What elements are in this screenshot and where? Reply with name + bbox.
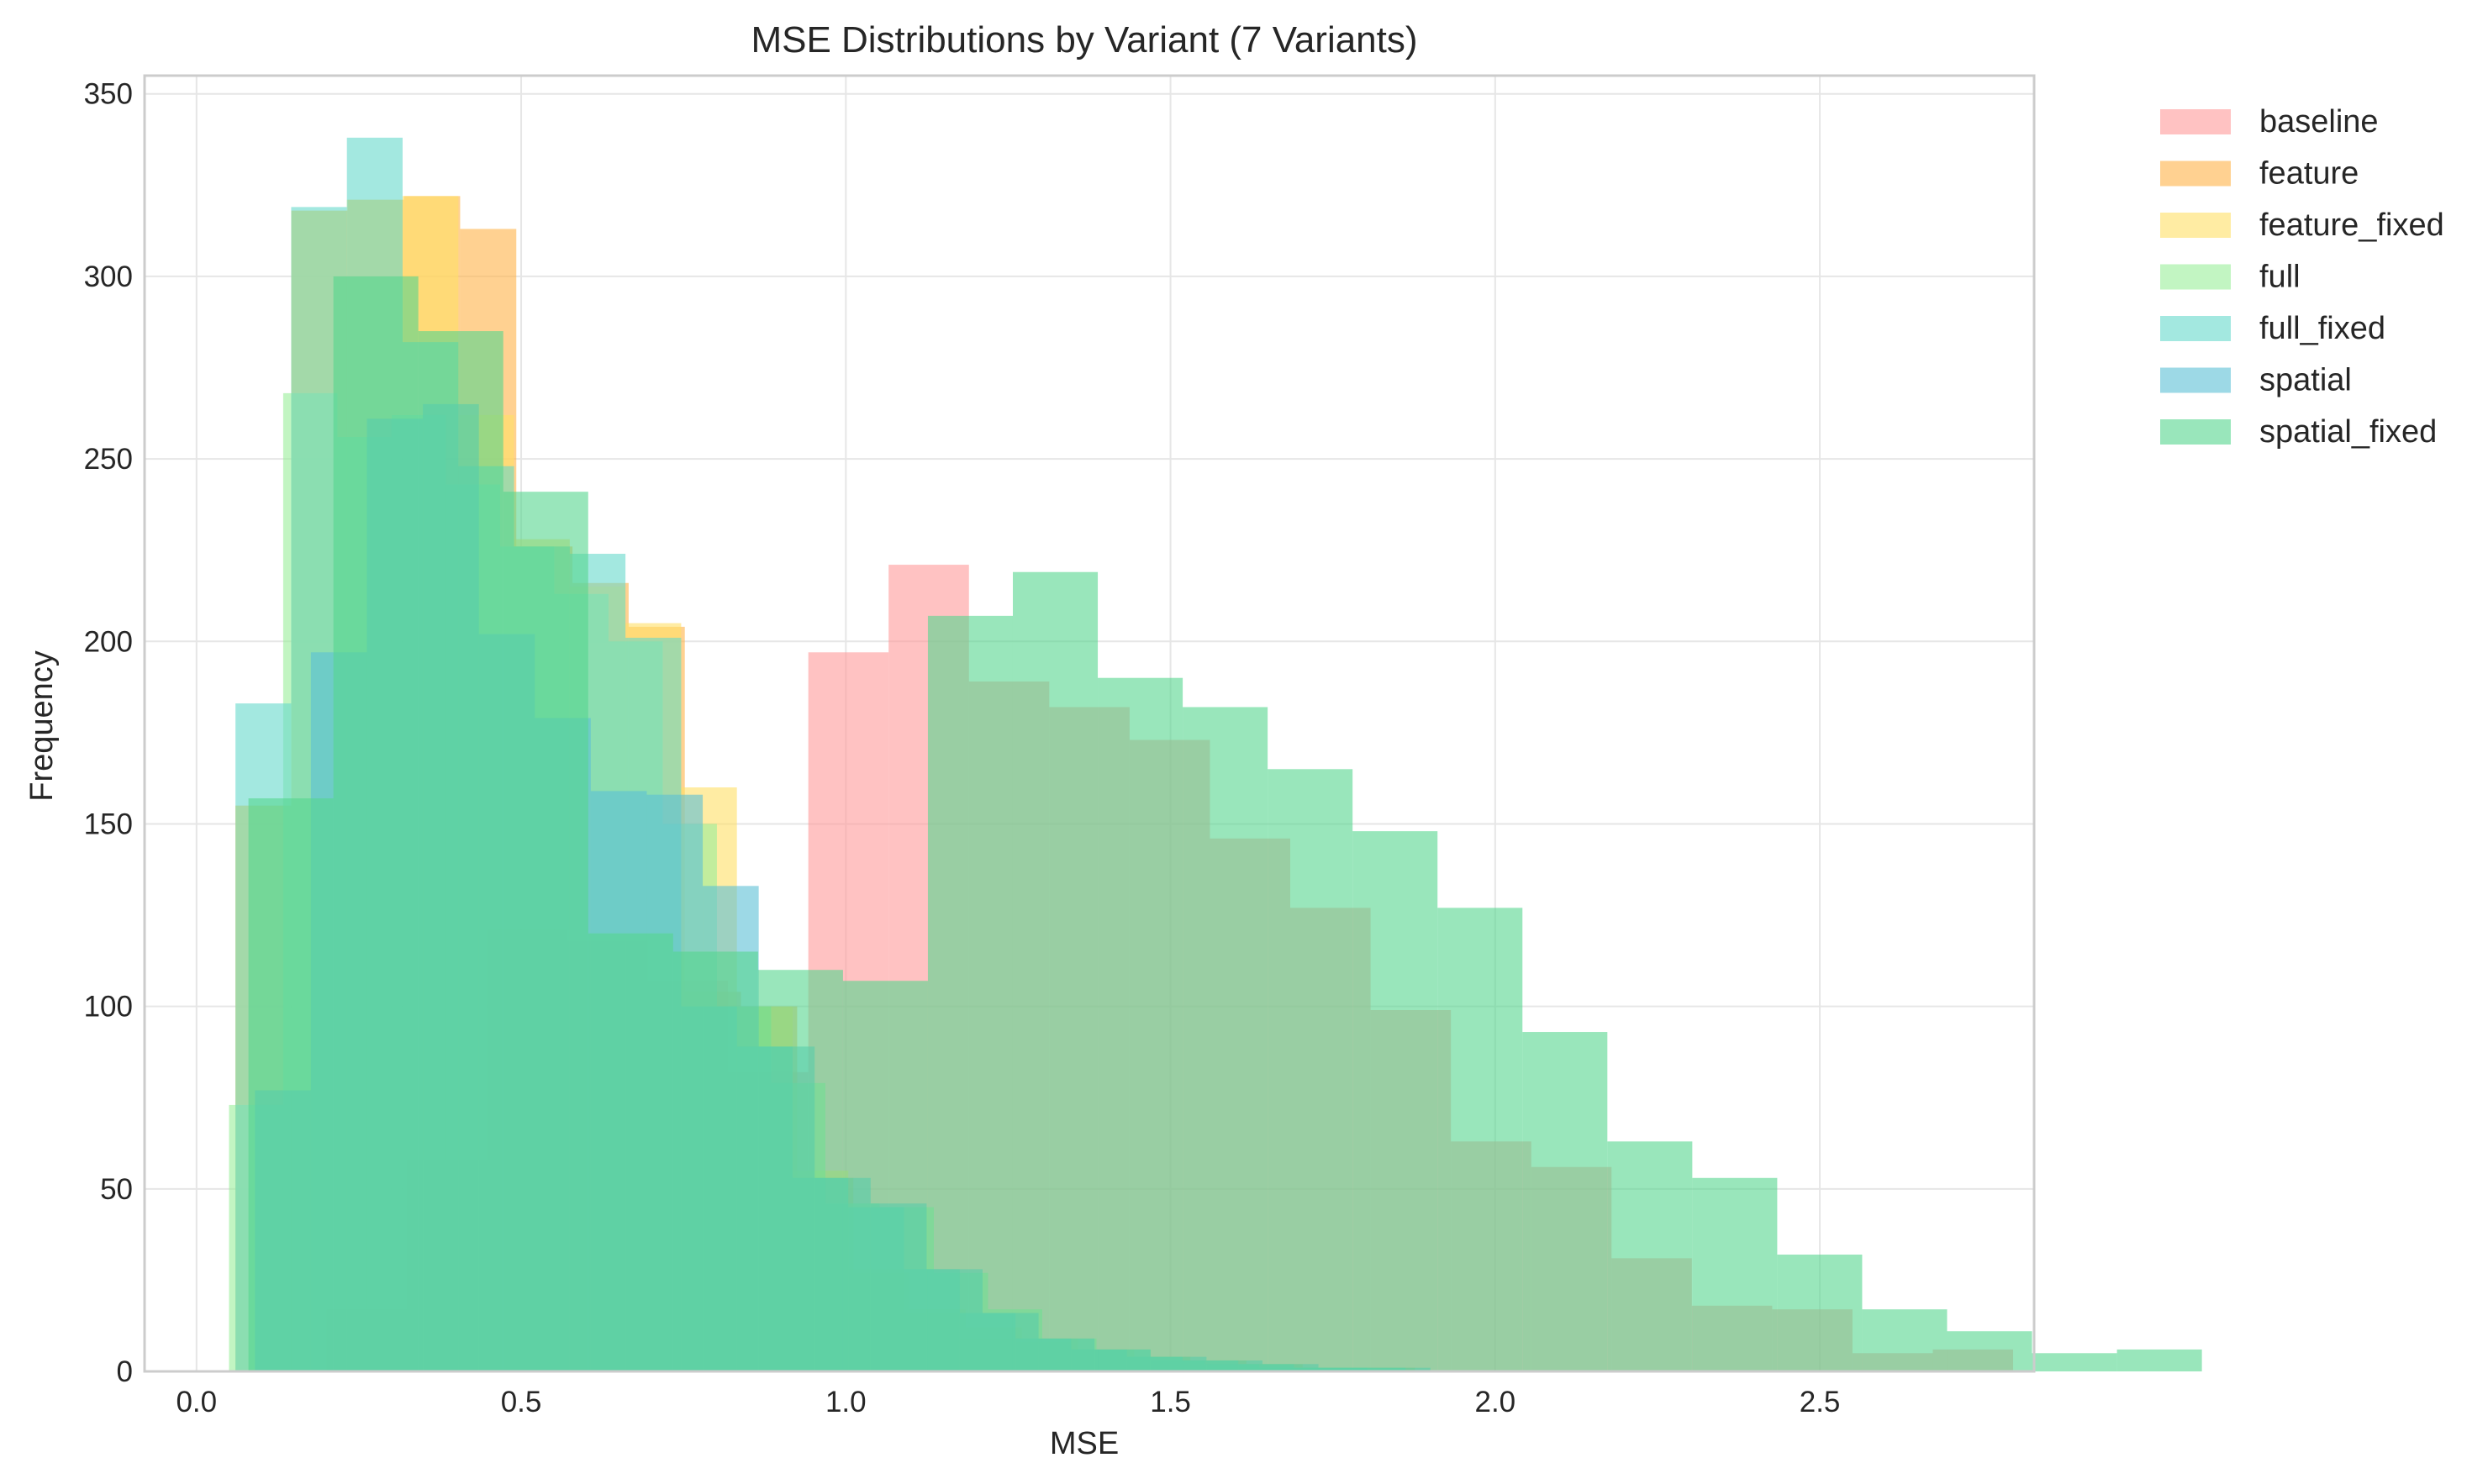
histogram-bar-spatial_fixed: [1098, 677, 1183, 1371]
x-axis-ticks: 0.0 0.5 1.0 1.5 2.0 2.5: [176, 1386, 1840, 1418]
histogram-bar-spatial_fixed: [927, 615, 1013, 1371]
legend-item-baseline: baseline: [2160, 104, 2379, 139]
histogram-bar-spatial_fixed: [1947, 1331, 2032, 1371]
histogram-bar-spatial_fixed: [672, 951, 758, 1371]
histogram-bar-spatial_fixed: [842, 981, 928, 1371]
x-tick-label: 2.0: [1474, 1386, 1515, 1418]
plot-frame: [143, 74, 2036, 1373]
histogram-bar-spatial_fixed: [1607, 1141, 1693, 1371]
histogram-bar-spatial_fixed: [757, 970, 843, 1371]
histogram-bar-spatial_fixed: [2032, 1353, 2117, 1371]
x-tick-label: 1.5: [1150, 1386, 1191, 1418]
legend-label: feature: [2259, 156, 2359, 192]
histogram-bar-spatial_fixed: [1692, 1177, 1778, 1371]
histogram-bar-spatial_fixed: [248, 798, 334, 1371]
histogram-bar-spatial_fixed: [503, 492, 588, 1371]
legend-label: baseline: [2259, 104, 2379, 139]
y-tick-label: 150: [84, 808, 133, 840]
legend-label: full_fixed: [2259, 311, 2385, 346]
y-tick-label: 0: [117, 1355, 133, 1388]
legend-item-spatial_fixed: spatial_fixed: [2160, 414, 2437, 450]
legend-label: spatial: [2259, 363, 2352, 398]
legend-swatch: [2160, 213, 2231, 238]
histogram-bar-spatial_fixed: [1437, 908, 1523, 1371]
legend-label: feature_fixed: [2259, 208, 2444, 243]
legend-item-feature: feature: [2160, 156, 2359, 192]
legend-swatch: [2160, 316, 2231, 341]
x-axis-label: MSE: [1050, 1426, 1119, 1461]
histogram-bar-spatial_fixed: [1777, 1255, 1863, 1371]
legend-item-spatial: spatial: [2160, 363, 2352, 398]
x-tick-label: 0.0: [176, 1386, 217, 1418]
x-tick-label: 0.5: [501, 1386, 542, 1418]
histogram-bars: [229, 137, 2202, 1372]
legend-label: full: [2259, 260, 2301, 295]
legend-item-full_fixed: full_fixed: [2160, 311, 2385, 346]
legend-swatch: [2160, 109, 2231, 134]
y-axis-label: Frequency: [24, 650, 60, 802]
legend-label: spatial_fixed: [2259, 414, 2437, 450]
histogram-bar-spatial_fixed: [1268, 769, 1353, 1371]
y-tick-label: 300: [84, 260, 133, 293]
histogram-bar-spatial_fixed: [1012, 571, 1099, 1371]
legend-swatch: [2160, 161, 2231, 187]
histogram-bar-spatial_fixed: [1352, 831, 1438, 1371]
chart-title: MSE Distributions by Variant (7 Variants…: [751, 19, 1417, 61]
x-tick-label: 2.5: [1800, 1386, 1841, 1418]
histogram-bar-spatial_fixed: [588, 933, 673, 1371]
y-tick-label: 350: [84, 78, 133, 111]
legend-swatch: [2160, 419, 2231, 445]
legend-swatch: [2160, 367, 2231, 393]
legend-swatch: [2160, 264, 2231, 290]
series-spatial_fixed: [248, 276, 2202, 1372]
histogram-bar-spatial_fixed: [1862, 1309, 1948, 1371]
x-tick-label: 1.0: [825, 1386, 867, 1418]
histogram-bar-spatial_fixed: [1183, 707, 1268, 1371]
histogram-bar-spatial_fixed: [2116, 1349, 2202, 1371]
y-tick-label: 50: [100, 1173, 133, 1206]
legend-item-feature_fixed: feature_fixed: [2160, 208, 2444, 243]
y-axis-ticks: 0 50 100 150 200 250 300 350: [84, 78, 133, 1388]
histogram-bar-spatial_fixed: [1522, 1032, 1608, 1371]
y-tick-label: 100: [84, 991, 133, 1024]
legend-item-full: full: [2160, 260, 2301, 295]
histogram-bar-spatial_fixed: [333, 276, 419, 1372]
y-tick-label: 200: [84, 625, 133, 658]
histogram-bar-spatial_fixed: [418, 331, 503, 1371]
y-tick-label: 250: [84, 443, 133, 476]
